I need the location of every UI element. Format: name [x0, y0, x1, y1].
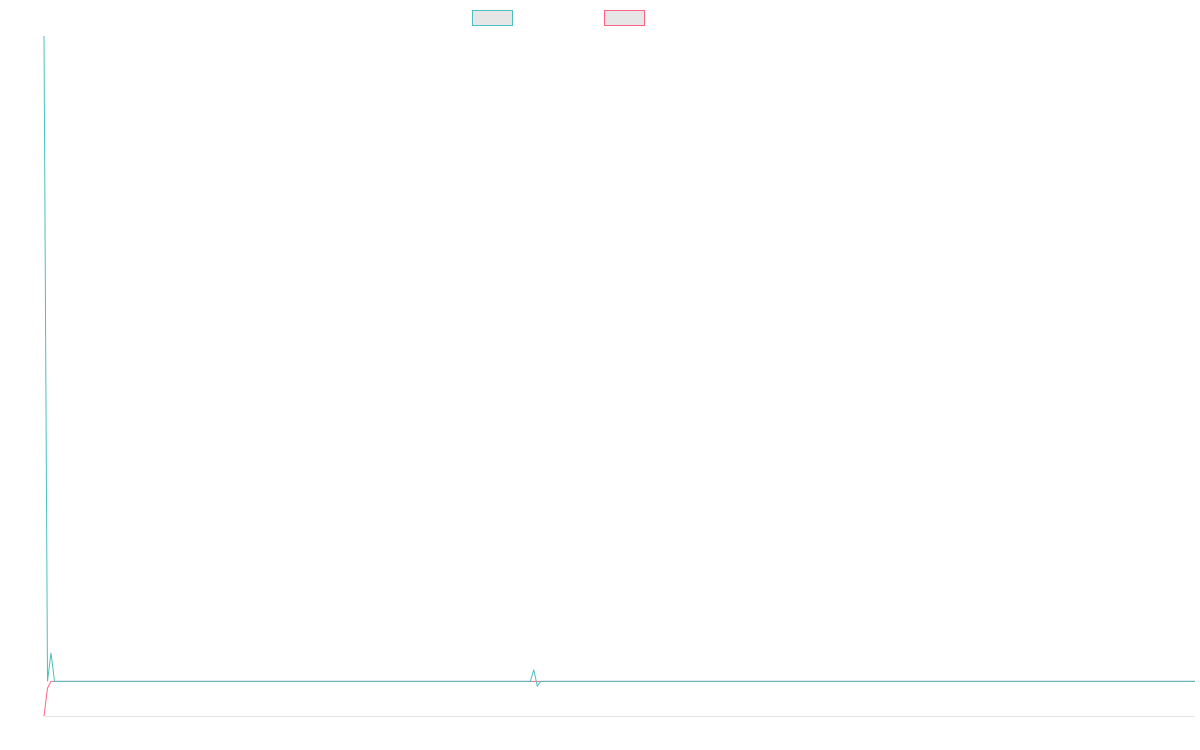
line-series — [43, 680, 1195, 717]
line-series — [43, 35, 1195, 688]
legend-swatch — [472, 10, 513, 26]
legend-swatch — [604, 10, 645, 26]
